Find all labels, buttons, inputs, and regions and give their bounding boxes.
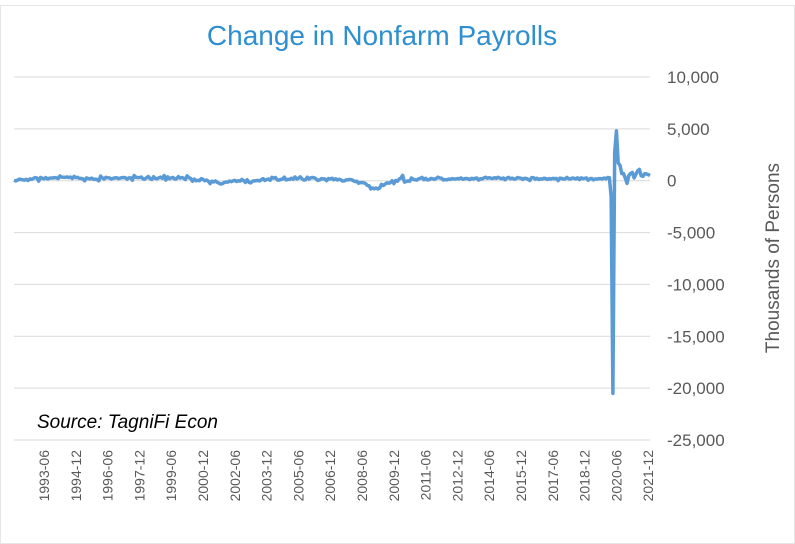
x-tick-label: 2011-06 xyxy=(418,450,434,501)
y-tick-label: 10,000 xyxy=(667,68,719,87)
chart-title: Change in Nonfarm Payrolls xyxy=(207,20,557,51)
y-axis-title: Thousands of Persons xyxy=(763,163,784,353)
x-tick-label: 2021-12 xyxy=(640,450,656,502)
y-tick-label: 5,000 xyxy=(667,120,710,139)
y-tick-label: -10,000 xyxy=(667,275,725,294)
x-tick-label: 1993-06 xyxy=(36,450,52,502)
x-tick-label: 2003-12 xyxy=(259,450,275,502)
x-tick-label: 2000-12 xyxy=(195,450,211,502)
x-tick-label: 1994-12 xyxy=(68,450,84,502)
x-tick-label: 1997-12 xyxy=(131,450,147,502)
y-tick-label: -25,000 xyxy=(667,431,725,450)
x-tick-label: 2018-12 xyxy=(577,450,593,502)
y-tick-label: 0 xyxy=(667,172,676,191)
x-tick-label: 2009-12 xyxy=(386,450,402,502)
y-tick-label: -5,000 xyxy=(667,224,715,243)
x-tick-label: 2015-12 xyxy=(513,450,529,502)
y-tick-label: -20,000 xyxy=(667,379,725,398)
y-tick-label: -15,000 xyxy=(667,327,725,346)
x-tick-label: 2017-06 xyxy=(545,450,561,502)
data-line xyxy=(13,129,651,396)
x-tick-label: 2008-06 xyxy=(354,450,370,502)
x-tick-label: 2020-06 xyxy=(608,450,624,502)
x-tick-label: 2005-06 xyxy=(290,450,306,502)
chart-border xyxy=(0,5,795,544)
x-tick-label: 2006-12 xyxy=(322,450,338,502)
x-tick-label: 1996-06 xyxy=(100,450,116,502)
x-tick-label: 2012-12 xyxy=(449,450,465,502)
x-tick-label: 1999-06 xyxy=(163,450,179,502)
x-tick-label: 2014-06 xyxy=(481,450,497,502)
x-tick-label: 2002-06 xyxy=(227,450,243,502)
source-note: Source: TagniFi Econ xyxy=(37,412,218,433)
